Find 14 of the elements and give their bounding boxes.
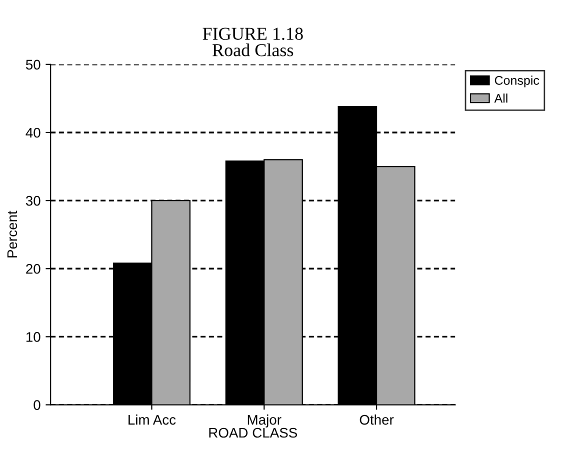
x-tick-label: Lim Acc	[128, 414, 176, 425]
x-axis-title: ROAD CLASS	[209, 428, 298, 438]
y-tick-label: 50	[26, 60, 40, 70]
x-tick-label: Other	[360, 414, 394, 425]
y-tick-label: 30	[26, 196, 40, 206]
y-tick-label: 40	[26, 128, 40, 138]
y-axis-title: Percent	[7, 210, 18, 258]
x-tick-label: Major	[248, 414, 282, 428]
y-tick-label: 10	[26, 332, 40, 342]
legend-label: All	[494, 94, 508, 103]
chart-title: FIGURE 1.18 Road Class	[202, 28, 303, 56]
y-tick-label: 0	[34, 400, 40, 410]
y-tick-label: 20	[26, 264, 40, 274]
legend-label: Conspic	[494, 76, 540, 88]
